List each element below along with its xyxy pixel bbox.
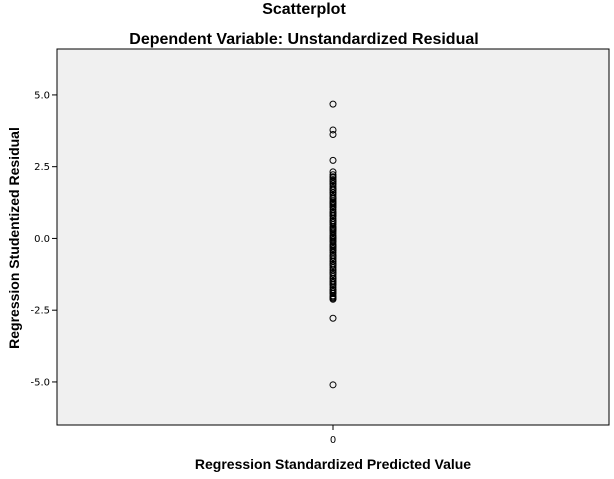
scatter-point xyxy=(329,203,337,211)
x-axis-title: Regression Standardized Predicted Value xyxy=(195,456,471,472)
scatter-point xyxy=(329,221,337,229)
scatter-point xyxy=(329,126,337,134)
scatter-point xyxy=(329,289,337,297)
scatter-point xyxy=(329,199,337,207)
scatter-point xyxy=(329,177,337,185)
scatter-point xyxy=(329,277,337,285)
scatter-point xyxy=(329,275,337,283)
y-tick-label: -5.0 xyxy=(30,377,50,388)
scatter-point xyxy=(329,266,337,274)
y-tick-label: -2.5 xyxy=(30,306,50,317)
scatter-point xyxy=(329,314,337,322)
scatter-point xyxy=(329,381,337,389)
scatter-point xyxy=(329,186,337,194)
scatter-point xyxy=(329,173,337,181)
scatter-point xyxy=(329,252,337,260)
scatter-point xyxy=(329,237,337,245)
x-axis-ticks: 0 xyxy=(330,425,336,446)
chart-subtitle: Dependent Variable: Unstandardized Resid… xyxy=(129,31,478,48)
scatter-point xyxy=(329,131,337,139)
scatter-point xyxy=(329,156,337,164)
scatter-point xyxy=(329,242,337,250)
y-axis-title: Regression Studentized Residual xyxy=(6,127,22,349)
scatter-point xyxy=(329,255,337,263)
scatter-point xyxy=(329,233,337,241)
y-tick-label: 5.0 xyxy=(34,90,50,101)
scatter-point xyxy=(329,224,337,232)
data-points xyxy=(329,100,337,389)
scatter-point xyxy=(329,194,337,202)
chart-title: Scatterplot xyxy=(262,1,346,18)
x-tick-label: 0 xyxy=(330,435,336,446)
scatter-point xyxy=(329,286,337,294)
scatter-point xyxy=(329,217,337,225)
y-axis-ticks: 5.0 2.5 0.0 -2.5 -5.0 xyxy=(30,90,57,388)
scatter-point xyxy=(329,100,337,108)
y-tick-label: 0.0 xyxy=(34,234,50,245)
scatter-point xyxy=(329,293,337,301)
y-tick-label: 2.5 xyxy=(34,162,50,173)
